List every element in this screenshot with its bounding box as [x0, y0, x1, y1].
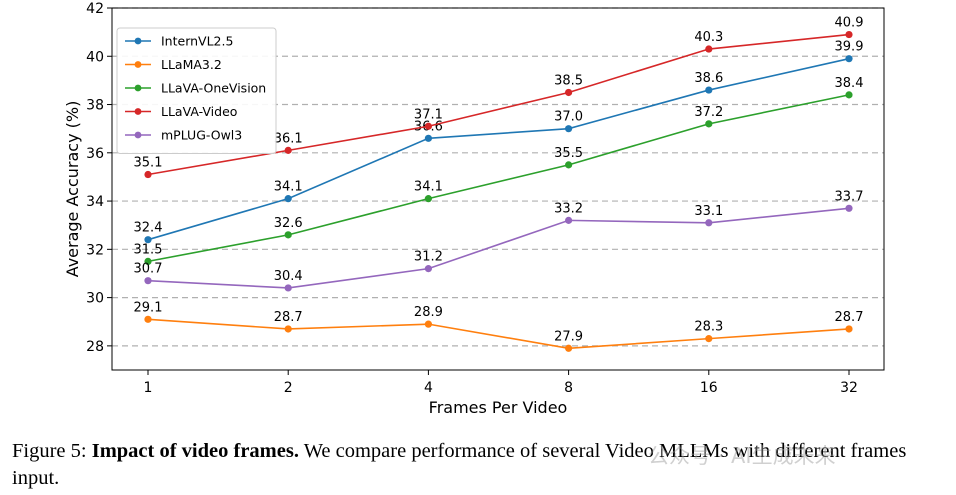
data-point: [284, 284, 292, 292]
y-tick-label: 32: [86, 242, 104, 258]
y-tick-label: 30: [86, 291, 104, 307]
data-point: [845, 325, 853, 333]
y-tick-label: 40: [86, 49, 104, 65]
legend-label: LLaMA3.2: [161, 57, 222, 72]
data-point: [424, 265, 432, 273]
data-label: 36.1: [274, 131, 303, 146]
data-label: 37.0: [554, 110, 583, 125]
legend-label: LLaVA-OneVision: [161, 81, 266, 96]
data-point: [705, 219, 713, 227]
data-label: 28.9: [414, 305, 443, 320]
data-label: 28.7: [274, 310, 303, 325]
data-label: 30.4: [274, 269, 303, 284]
data-label: 40.3: [694, 30, 723, 45]
y-tick-label: 34: [86, 194, 104, 210]
data-point: [284, 325, 292, 333]
data-label: 40.9: [835, 16, 864, 31]
data-point: [424, 134, 432, 142]
legend-marker: [134, 61, 142, 68]
data-label: 34.1: [274, 180, 303, 195]
data-label: 33.2: [554, 201, 583, 216]
data-label: 30.7: [134, 262, 163, 277]
figure-caption: Figure 5: Impact of video frames. We com…: [12, 438, 942, 492]
series-line: [147, 57, 850, 241]
x-axis-title: Frames Per Video: [429, 398, 568, 417]
data-point: [845, 30, 853, 39]
data-point: [845, 55, 853, 63]
data-label: 38.4: [835, 76, 864, 91]
data-point: [565, 216, 573, 224]
x-tick-label: 4: [424, 380, 433, 396]
series-line: [147, 318, 850, 350]
data-point: [565, 125, 573, 133]
data-label: 31.5: [134, 242, 163, 257]
x-tick-label: 32: [840, 380, 858, 396]
data-label: 37.1: [414, 107, 443, 122]
legend-marker: [134, 131, 142, 139]
data-point: [565, 161, 573, 169]
data-point: [565, 344, 573, 352]
data-label: 39.9: [835, 40, 864, 55]
data-point: [565, 88, 573, 97]
y-axis-title: Average Accuracy (%): [63, 101, 82, 278]
data-point: [705, 86, 713, 94]
data-label: 28.3: [694, 320, 723, 335]
caption-bold: Impact of video frames.: [91, 440, 299, 462]
data-label: 35.5: [554, 146, 583, 161]
data-label: 32.4: [134, 221, 163, 236]
legend-label: LLaVA-Video: [161, 104, 237, 119]
legend-marker: [134, 37, 142, 45]
caption-prefix: Figure 5:: [12, 440, 92, 462]
data-point: [144, 277, 152, 285]
data-label: 32.6: [274, 216, 303, 231]
data-point: [284, 195, 292, 203]
data-label: 38.5: [554, 73, 583, 88]
legend-box: [116, 27, 277, 154]
data-point: [705, 45, 713, 53]
y-tick-label: 28: [86, 339, 104, 355]
x-tick-label: 8: [564, 380, 573, 396]
data-label: 38.6: [694, 71, 723, 86]
legend: InternVL2.5 LLaMA3.2 LLaVA-OneVision LLaVA-…: [116, 27, 277, 154]
line-chart: 28 30 32 34 36 38 40 42 1 2 4 8 16 32 Frames Per Video…: [63, 1, 885, 417]
chart-area: 28 30 32 34 36 38 40 42 1 2 4 8 16 32 Frames Per Video…: [63, 1, 885, 417]
data-point: [424, 122, 432, 130]
x-tick-label: 2: [284, 380, 293, 396]
y-tick-label: 36: [86, 146, 104, 162]
legend-label: mPLUG-Owl3: [161, 128, 242, 143]
data-point: [705, 335, 713, 343]
data-point: [144, 257, 152, 265]
data-label: 37.2: [694, 105, 723, 120]
legend-marker: [134, 84, 142, 92]
data-label: 34.1: [414, 180, 443, 195]
data-point: [144, 236, 152, 244]
caption-text: We compare performance of several Video …: [12, 440, 907, 489]
data-point: [424, 320, 432, 328]
data-label: 33.1: [694, 204, 723, 219]
data-label: 28.7: [835, 310, 864, 325]
series-line: [147, 207, 850, 289]
data-point: [705, 120, 713, 128]
legend-label: InternVL2.5: [161, 34, 233, 49]
data-point: [284, 231, 292, 239]
legend-marker: [134, 108, 142, 115]
series-line: [147, 33, 850, 176]
data-label: 33.7: [835, 189, 864, 204]
data-label: 31.2: [414, 250, 443, 265]
data-label: 27.9: [554, 329, 583, 344]
data-point: [144, 315, 152, 323]
data-label: 29.1: [134, 300, 163, 315]
data-point: [424, 195, 432, 203]
y-tick-label: 42: [86, 1, 104, 17]
data-point: [845, 91, 853, 99]
data-point: [284, 146, 292, 154]
x-tick-label: 16: [700, 380, 718, 396]
series-line: [147, 94, 850, 263]
data-label: 35.1: [134, 156, 163, 171]
y-tick-label: 38: [86, 98, 104, 114]
data-point: [144, 170, 152, 179]
data-point: [845, 204, 853, 212]
plot-frame: [111, 7, 885, 371]
x-tick-label: 1: [144, 380, 153, 396]
